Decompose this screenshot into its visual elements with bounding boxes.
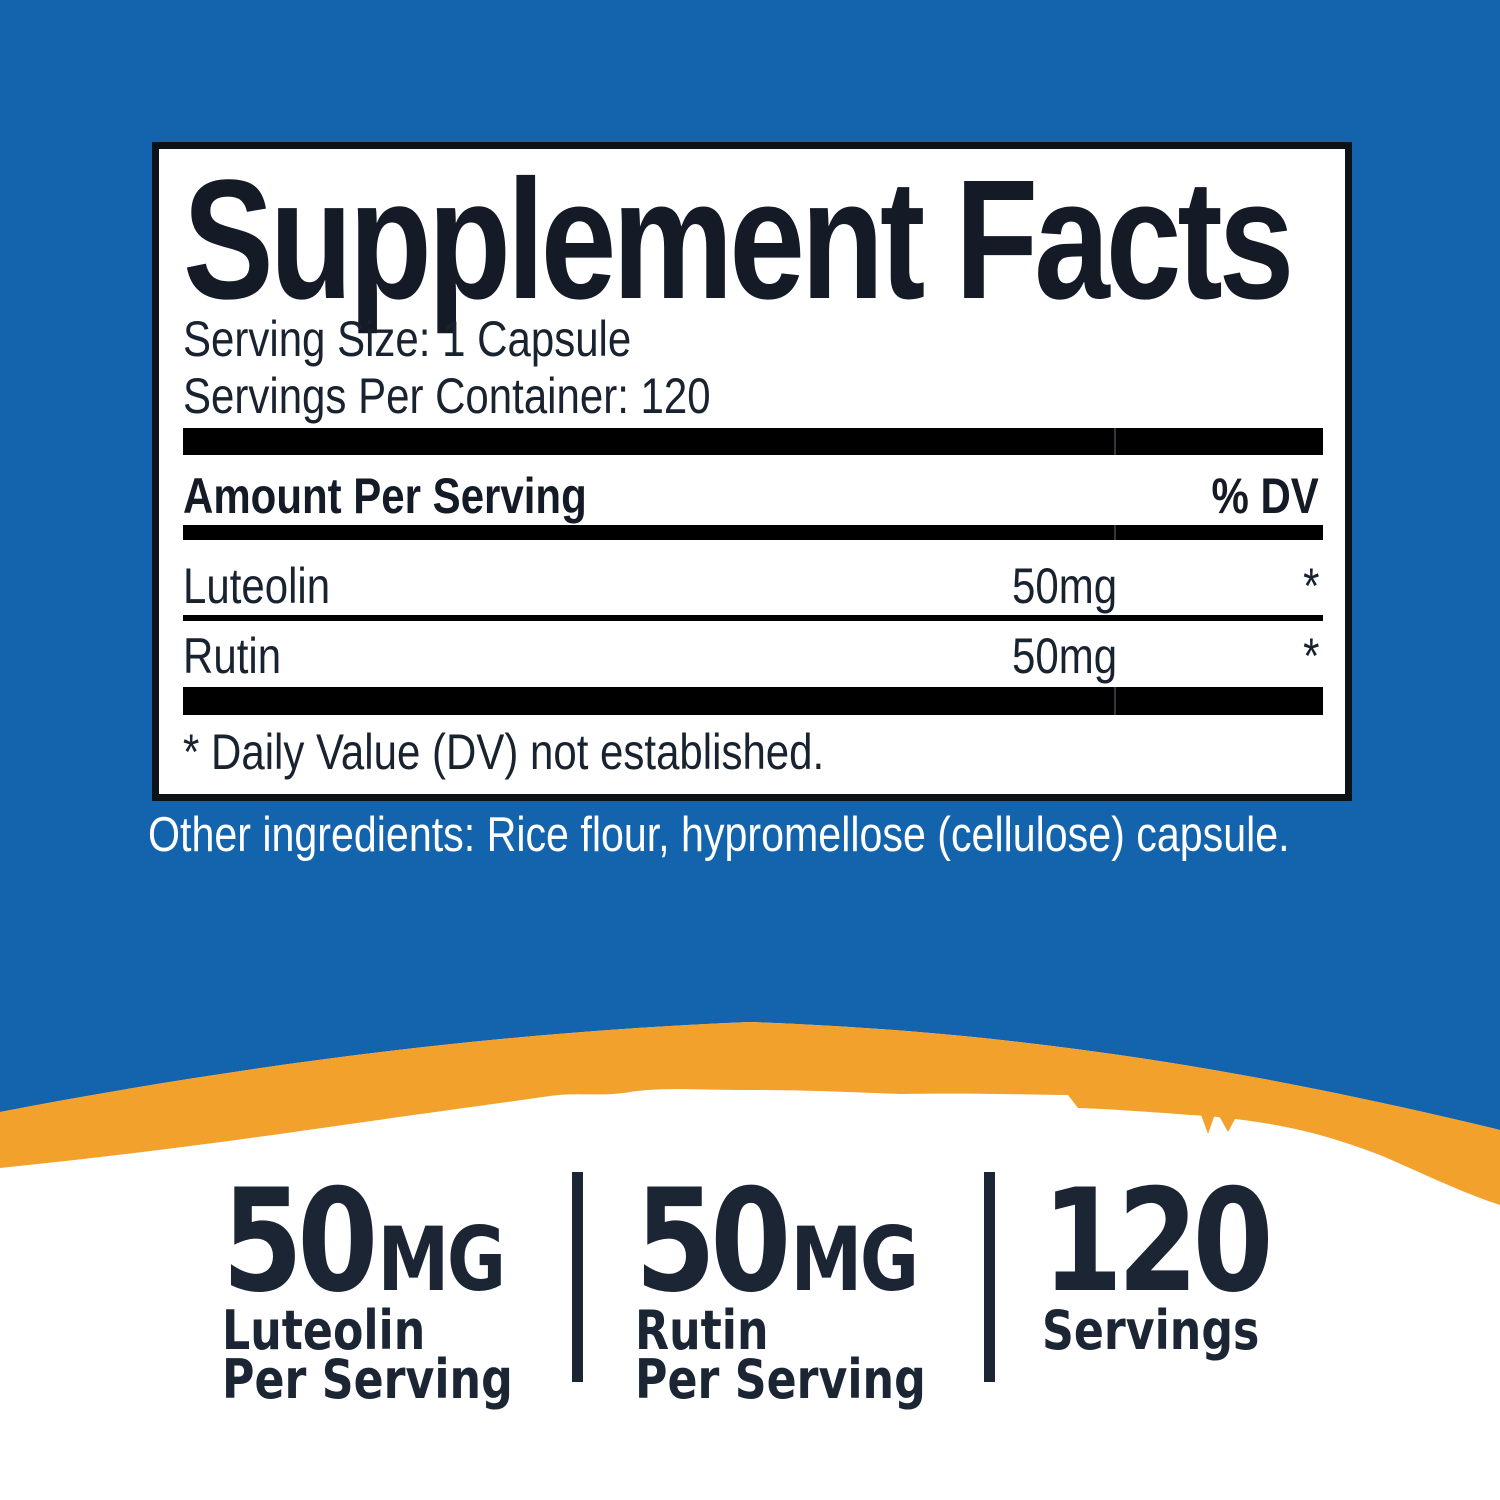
brush-flick-1 [1200,1112,1215,1134]
ingredient-row-dv: * [1302,558,1319,614]
ingredient-row-name: Rutin [183,628,282,684]
ingredient-row-amount: 50mg [1012,558,1118,614]
orange-brush-stroke [0,1022,1500,1205]
column-seam [1114,525,1116,540]
ingredient-row-dv: * [1302,628,1319,684]
thin-divider-bar [183,525,1323,540]
stat-value-luteolin: 50 MG [222,1159,506,1324]
other-ingredients: Other ingredients: Rice flour, hypromell… [148,808,1290,862]
thick-divider-bar-bottom [183,687,1323,715]
servings-per-container-text: Servings Per Container: 120 [183,368,711,424]
stat-value-servings: 120 [1042,1159,1274,1324]
stat-unit: MG [377,1208,506,1311]
serving-size-text: Serving Size: 1 Capsule [183,311,632,367]
amount-per-serving-header: Amount Per Serving [183,468,587,524]
stat-number: 120 [1042,1159,1274,1324]
serving-size-line: Serving Size: 1 Capsule [183,314,717,364]
stat-unit: MG [790,1208,919,1311]
column-seam [1114,428,1116,455]
servings-per-container-line: Servings Per Container: 120 [183,371,811,421]
ingredient-row-amount: 50mg [1012,628,1118,684]
stat-divider [984,1172,995,1382]
percent-dv-header: % DV [1211,468,1319,524]
row-separator-line [183,615,1323,621]
stat-number: 50 [635,1159,791,1324]
stat-number: 50 [222,1159,378,1324]
stat-label-rutin: Rutin Per Serving [635,1299,926,1412]
ingredient-row-name: Luteolin [183,558,331,614]
stat-value-rutin: 50 MG [635,1159,919,1324]
dv-footnote: * Daily Value (DV) not established. [183,724,825,780]
panel-title: Supplement Facts [183,145,1294,335]
column-seam [1114,687,1116,715]
thick-divider-bar-top [183,428,1323,455]
stat-label-servings: Servings [1042,1299,1260,1362]
supplement-facts-panel: Supplement Facts Serving Size: 1 Capsule… [152,142,1352,801]
brush-flick-2 [1218,1114,1236,1132]
stat-label-luteolin: Luteolin Per Serving [222,1299,513,1412]
stat-divider [572,1172,583,1382]
